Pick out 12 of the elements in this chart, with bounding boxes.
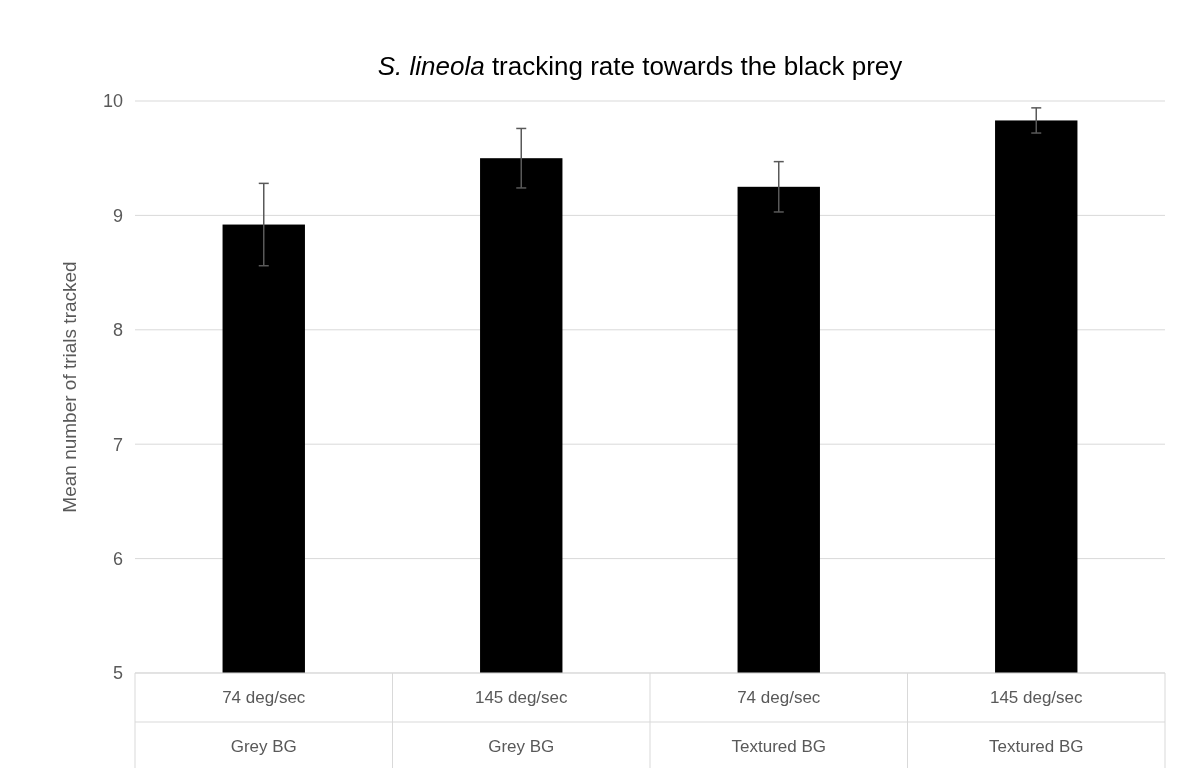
y-tick-label: 8: [112, 320, 123, 341]
chart-title: S. lineola tracking rate towards the black prey: [377, 51, 903, 81]
category-label: 74 deg/sec Textured BG: [731, 688, 826, 756]
category-label: 145 deg/sec Grey BG: [474, 688, 568, 756]
y-tick-label: 9: [112, 205, 123, 226]
y-tick-label: 7: [112, 434, 123, 455]
y-tick-label: 10: [102, 91, 123, 112]
y-tick-label: 5: [112, 663, 123, 684]
y-tick-label: 6: [112, 548, 123, 569]
category-label: 74 deg/sec Grey BG: [222, 688, 306, 756]
y-axis-title: Mean number of trials tracked: [59, 261, 80, 513]
category-label: 145 deg/sec Textured BG: [989, 688, 1084, 756]
